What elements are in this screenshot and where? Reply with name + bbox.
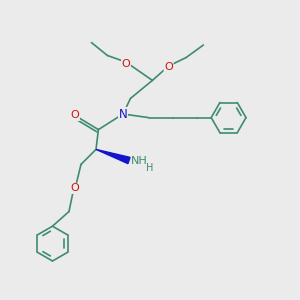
Text: H: H	[146, 163, 153, 173]
Polygon shape	[96, 149, 130, 164]
Text: O: O	[70, 110, 80, 121]
Text: N: N	[118, 107, 127, 121]
Text: NH: NH	[131, 155, 148, 166]
Text: O: O	[70, 183, 79, 194]
Text: O: O	[122, 58, 130, 69]
Text: O: O	[164, 62, 173, 73]
